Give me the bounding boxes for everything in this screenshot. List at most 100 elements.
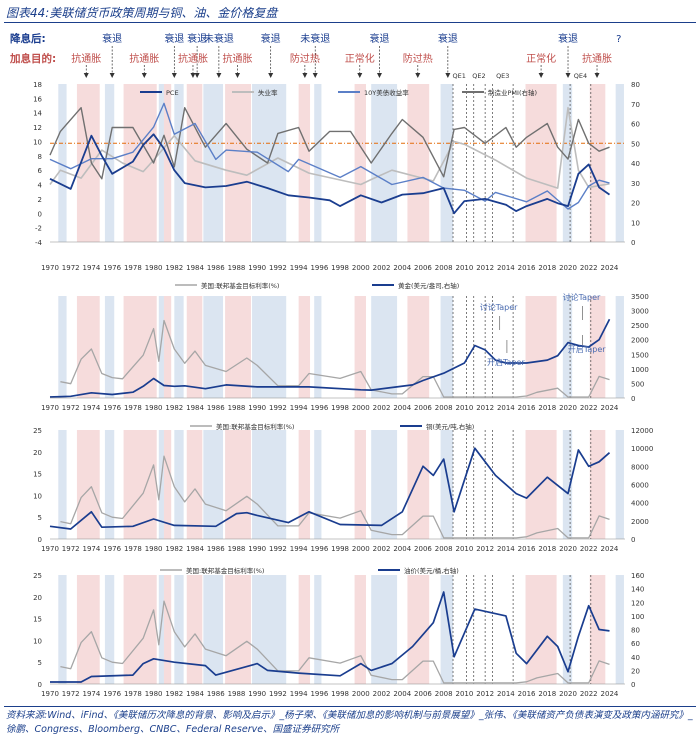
panel3-x-tick: 2024 (601, 545, 619, 553)
cut-period-band (562, 84, 573, 242)
panel2-x-tick: 2014 (497, 404, 515, 412)
title-rule (4, 22, 696, 23)
panel4-x-tick: 1982 (165, 690, 183, 698)
recession-outcome-label: 衰退 (438, 32, 458, 45)
panel1-right-tick: 40 (631, 160, 640, 168)
hike-period-band (186, 84, 203, 242)
panel2-x-tick: 2012 (476, 404, 494, 412)
panel2-right-tick: 3000 (631, 308, 649, 316)
panel4-x-tick: 1992 (269, 690, 287, 698)
hike-period-band (163, 430, 172, 539)
recession-arrow-head (109, 73, 115, 78)
panel4-right-tick: 140 (631, 586, 644, 594)
panel4-left-tick: 10 (33, 637, 42, 645)
panel1-x-tick: 1996 (310, 264, 328, 272)
panel2-x-tick: 2000 (352, 404, 370, 412)
panel1-left-tick: -2 (35, 225, 42, 233)
panel1-x-tick: 2020 (559, 264, 577, 272)
hike-arrow-head (594, 73, 600, 78)
qe-label: QE4 (574, 72, 587, 80)
panel3-x-tick: 2002 (373, 545, 391, 553)
hike-period-band (225, 430, 251, 539)
panel1-x-tick: 1988 (228, 264, 246, 272)
panel3-x-tick: 2008 (435, 545, 453, 553)
cut-period-band (371, 430, 398, 539)
copper-price-line (49, 447, 611, 530)
panel1-x-tick: 1974 (83, 264, 101, 272)
panel1-x-tick: 1970 (41, 264, 59, 272)
panel1-x-tick: 1994 (290, 264, 308, 272)
panel4-x-tick: 2000 (352, 690, 370, 698)
panel3-x-tick: 2004 (393, 545, 411, 553)
cut-period-band (440, 575, 454, 684)
panel1-left-tick: 6 (38, 167, 43, 175)
gold-price-line (49, 318, 611, 398)
hike-arrow-head (83, 73, 89, 78)
cut-period-band (174, 430, 184, 539)
future-question-mark: ? (616, 34, 621, 45)
hike-period-band (354, 296, 366, 398)
recession-arrow-head (445, 73, 451, 78)
panel3-x-tick: 2016 (518, 545, 536, 553)
hike-period-band (163, 296, 172, 398)
panel2-x-tick: 2024 (601, 404, 619, 412)
panel1-right-tick: 80 (631, 81, 640, 89)
hike-period-band (407, 84, 430, 242)
hike-arrow-head (302, 73, 308, 78)
panel2-x-tick: 2008 (435, 404, 453, 412)
recession-arrow-head (565, 73, 571, 78)
qe-label: QE1 (453, 72, 466, 80)
hike-arrow-head (415, 73, 421, 78)
panel4-x-tick: 1994 (290, 690, 308, 698)
panel4-left-tick: 20 (33, 594, 42, 602)
hike-period-band (407, 575, 430, 684)
hike-purpose-label: 防过热 (290, 52, 320, 65)
panel1-x-tick: 2022 (580, 264, 598, 272)
cut-period-band (203, 296, 224, 398)
legend-label: 铜(美元/吨,右轴) (426, 422, 474, 431)
recession-outcome-label: 未衰退 (300, 32, 330, 45)
panel4-x-tick: 2012 (476, 690, 494, 698)
cut-period-band (58, 84, 67, 242)
panel2-x-tick: 1978 (124, 404, 142, 412)
panel3-right-tick: 0 (631, 536, 635, 544)
panel4-x-tick: 1990 (248, 690, 266, 698)
cut-period-band (158, 84, 164, 242)
panel1-x-tick: 1980 (145, 264, 163, 272)
legend-label: 美国:联邦基金目标利率(%) (201, 281, 279, 290)
panel3-x-tick: 1988 (228, 545, 246, 553)
panel3-right-tick: 6000 (631, 482, 649, 490)
hike-period-band (354, 575, 366, 684)
panel1-x-tick: 2006 (414, 264, 432, 272)
panel1-x-tick: 1972 (62, 264, 80, 272)
panel2-x-tick: 1994 (290, 404, 308, 412)
panel2-x-tick: 2016 (518, 404, 536, 412)
hike-purpose-label: 正常化 (526, 52, 556, 65)
panel4-x-tick: 2014 (497, 690, 515, 698)
panel4-x-tick: 2004 (393, 690, 411, 698)
hike-period-band (123, 430, 157, 539)
cut-period-band (615, 575, 624, 684)
cut-period-band (104, 430, 115, 539)
panel-2-bands (58, 296, 624, 398)
cut-period-band (58, 575, 67, 684)
recession-arrow-head (216, 73, 222, 78)
panel2-x-tick: 2010 (456, 404, 474, 412)
cut-period-band (252, 430, 287, 539)
hike-period-band (76, 296, 100, 398)
hike-arrow-head (357, 73, 363, 78)
hike-period-band (123, 296, 157, 398)
panel4-right-tick: 20 (631, 667, 640, 675)
panel1-left-tick: 8 (38, 153, 42, 161)
cut-period-band (158, 575, 164, 684)
recession-arrow-head (171, 73, 177, 78)
panel4-x-tick: 2022 (580, 690, 598, 698)
recession-outcome-label: 衰退 (369, 32, 389, 45)
panel2-x-tick: 1996 (310, 404, 328, 412)
panel2-x-tick: 2002 (373, 404, 391, 412)
cut-period-band (314, 430, 322, 539)
hike-period-band (298, 430, 311, 539)
panel4-x-tick: 1980 (145, 690, 163, 698)
panel3-right-tick: 2000 (631, 518, 649, 526)
legend-label: 制造业PMI(右轴) (488, 88, 537, 97)
